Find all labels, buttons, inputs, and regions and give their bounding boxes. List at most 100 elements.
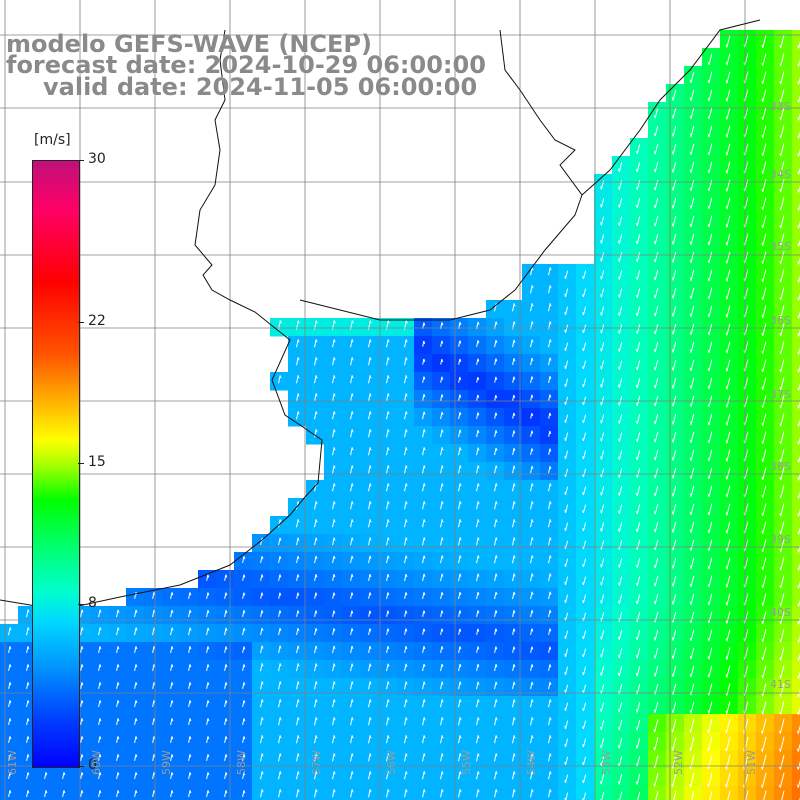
wind-arrow — [422, 483, 425, 492]
wind-arrow-head — [81, 682, 84, 686]
wind-arrow-head — [369, 771, 372, 775]
wind-arrow-head — [387, 537, 390, 541]
wind-arrow — [618, 288, 623, 298]
wind-arrow-head — [689, 169, 692, 173]
wind-arrow — [565, 540, 569, 549]
wind-arrow — [512, 591, 515, 600]
wind-arrow-head — [441, 789, 444, 793]
wind-arrow — [422, 735, 425, 744]
wind-arrow — [314, 555, 317, 564]
wind-arrow-head — [725, 440, 728, 444]
wind-arrow — [530, 699, 533, 708]
wind-arrow — [708, 107, 713, 120]
wind-arrow-head — [27, 646, 30, 650]
wind-arrow — [690, 233, 695, 245]
wind-arrow — [80, 627, 83, 636]
wind-arrow — [386, 628, 389, 635]
wind-arrow-head — [135, 700, 138, 704]
wind-arrow-head — [617, 745, 620, 749]
wind-arrow — [798, 706, 800, 715]
wind-arrow-head — [369, 447, 372, 451]
wind-arrow-head — [279, 375, 282, 379]
wind-arrow-head — [441, 753, 444, 757]
wind-arrow — [278, 574, 281, 581]
wind-arrow — [386, 753, 389, 762]
wind-arrow — [206, 718, 209, 725]
wind-arrow — [636, 288, 641, 299]
wind-arrow — [762, 665, 767, 679]
wind-arrow — [422, 592, 425, 599]
wind-arrow-head — [117, 700, 120, 704]
wind-arrow — [8, 736, 11, 743]
wind-arrow-head — [423, 735, 426, 739]
wind-arrow — [440, 681, 443, 690]
wind-arrow-head — [779, 459, 782, 463]
wind-arrow — [761, 754, 767, 770]
wind-arrow — [314, 357, 317, 366]
wind-arrow — [690, 287, 695, 299]
wind-arrow-head — [582, 294, 584, 298]
wind-arrow — [314, 753, 317, 762]
wind-arrow-head — [689, 421, 692, 425]
wind-arrow-head — [351, 483, 354, 487]
wind-arrow-head — [441, 394, 444, 398]
wind-arrow-head — [405, 753, 408, 757]
wind-arrow-head — [707, 205, 710, 210]
wind-arrow — [188, 790, 191, 797]
wind-cell — [792, 750, 800, 769]
wind-arrow — [386, 375, 389, 384]
wind-arrow-head — [761, 278, 764, 282]
wind-arrow — [618, 432, 623, 442]
wind-arrow — [618, 773, 623, 785]
wind-arrow-head — [549, 537, 552, 541]
wind-arrow — [476, 519, 479, 528]
wind-arrow — [582, 270, 587, 280]
wind-arrow-head — [564, 293, 567, 297]
wind-arrow-head — [297, 375, 300, 379]
wind-arrow — [188, 592, 191, 599]
wind-arrow-head — [405, 717, 408, 721]
wind-arrow-head — [797, 766, 799, 770]
wind-arrow-head — [279, 771, 282, 775]
wind-arrow — [368, 628, 371, 635]
wind-arrow — [798, 688, 800, 697]
wind-arrow-head — [315, 555, 318, 560]
wind-arrow — [116, 790, 119, 797]
wind-arrow — [672, 341, 677, 353]
wind-arrow — [350, 717, 353, 726]
wind-arrow — [476, 537, 479, 546]
wind-arrow-head — [689, 241, 692, 245]
wind-arrow-head — [315, 411, 318, 415]
wind-arrow-head — [653, 313, 656, 317]
wind-arrow — [582, 468, 587, 478]
wind-arrow — [690, 611, 695, 623]
wind-arrow-head — [564, 455, 567, 459]
wind-arrow-head — [564, 527, 567, 531]
wind-arrow — [636, 162, 641, 173]
wind-arrow — [494, 501, 497, 510]
wind-arrow-head — [636, 258, 638, 263]
wind-arrow-head — [333, 465, 336, 469]
model-title: modelo GEFS-WAVE (NCEP) — [6, 30, 372, 58]
wind-arrow — [654, 288, 659, 299]
wind-arrow-head — [707, 133, 710, 138]
wind-arrow — [726, 269, 731, 282]
wind-arrow — [116, 682, 119, 689]
wind-arrow-head — [459, 681, 462, 685]
wind-arrow-head — [261, 663, 264, 667]
wind-arrow — [422, 411, 425, 420]
wind-arrow — [548, 789, 551, 798]
wind-arrow-head — [297, 699, 300, 703]
wind-arrow-head — [725, 314, 728, 318]
wind-arrow — [260, 645, 263, 654]
wind-arrow-head — [423, 483, 426, 487]
wind-arrow — [582, 306, 587, 316]
wind-arrow-head — [459, 358, 462, 362]
wind-arrow-head — [582, 762, 584, 766]
wind-arrow — [386, 447, 389, 456]
wind-arrow-head — [477, 573, 480, 577]
wind-arrow-head — [531, 537, 534, 541]
wind-arrow — [548, 394, 551, 401]
wind-arrow-head — [189, 664, 192, 668]
wind-arrow-head — [653, 115, 656, 119]
